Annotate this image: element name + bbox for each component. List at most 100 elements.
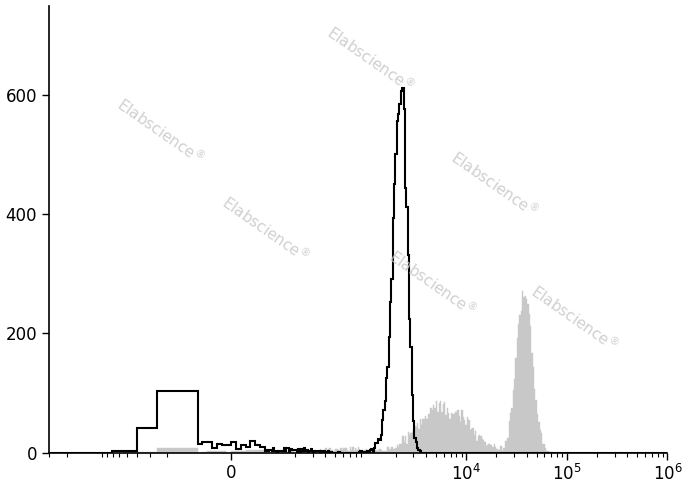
Bar (546, 451, 548, 453)
Bar (444, 402, 445, 453)
Bar (510, 413, 511, 453)
Bar (479, 435, 480, 453)
Bar (453, 415, 455, 453)
Bar (375, 449, 376, 453)
Bar (405, 437, 406, 453)
Bar (290, 451, 292, 453)
Bar (406, 444, 407, 453)
Bar (499, 449, 500, 453)
Bar (548, 451, 549, 453)
Bar (420, 419, 421, 453)
Bar (488, 443, 490, 453)
Bar (452, 414, 453, 453)
Bar (513, 390, 514, 453)
Bar (397, 445, 398, 453)
Text: Elabscience$^\circledR$: Elabscience$^\circledR$ (447, 147, 541, 221)
Bar (508, 421, 510, 453)
Bar (390, 449, 391, 453)
Bar (500, 446, 502, 453)
Bar (418, 429, 420, 453)
Text: Elabscience$^\circledR$: Elabscience$^\circledR$ (113, 94, 208, 168)
Bar (529, 314, 530, 453)
Bar (317, 451, 319, 453)
Bar (519, 315, 521, 453)
Bar (332, 449, 334, 453)
Bar (296, 451, 297, 453)
Bar (440, 401, 441, 453)
Bar (467, 417, 468, 453)
Bar (447, 408, 448, 453)
Text: Elabscience$^\circledR$: Elabscience$^\circledR$ (323, 22, 418, 96)
Bar (534, 389, 535, 453)
Bar (431, 408, 432, 453)
Bar (507, 438, 508, 453)
Bar (376, 451, 378, 453)
Bar (518, 324, 519, 453)
Bar (497, 449, 498, 453)
Bar (293, 451, 294, 453)
Bar (460, 421, 462, 453)
Bar (348, 451, 350, 453)
Bar (286, 452, 288, 453)
Bar (477, 436, 479, 453)
Bar (341, 449, 343, 453)
Bar (285, 451, 286, 453)
Bar (276, 452, 277, 453)
Bar (278, 451, 279, 453)
Bar (483, 440, 484, 453)
Bar (334, 451, 335, 453)
Bar (303, 452, 304, 453)
Bar (358, 447, 359, 453)
Bar (231, 451, 236, 453)
Bar (487, 445, 488, 453)
Bar (319, 451, 320, 453)
Bar (122, 452, 136, 453)
Bar (386, 451, 387, 453)
Bar (282, 452, 283, 453)
Bar (313, 451, 314, 453)
Bar (433, 405, 435, 453)
Bar (367, 451, 369, 453)
Bar (491, 445, 493, 453)
Bar (533, 368, 534, 453)
Bar (493, 447, 494, 453)
Bar (236, 451, 241, 453)
Bar (504, 441, 506, 453)
Bar (503, 448, 504, 453)
Bar (471, 429, 472, 453)
Bar (490, 445, 491, 453)
Bar (469, 430, 471, 453)
Bar (449, 419, 451, 453)
Bar (436, 401, 437, 453)
Bar (323, 451, 324, 453)
Bar (310, 451, 312, 453)
Bar (476, 441, 477, 453)
Bar (410, 434, 411, 453)
Bar (468, 420, 469, 453)
Bar (370, 450, 372, 453)
Bar (502, 451, 503, 453)
Bar (456, 412, 458, 453)
Bar (437, 412, 438, 453)
Bar (352, 447, 354, 453)
Bar (325, 448, 327, 453)
Bar (372, 452, 374, 453)
Bar (429, 414, 431, 453)
Bar (356, 449, 358, 453)
Bar (275, 452, 276, 453)
Bar (414, 426, 416, 453)
Bar (359, 449, 361, 453)
Bar (312, 452, 313, 453)
Bar (464, 420, 466, 453)
Bar (413, 430, 414, 453)
Bar (542, 443, 544, 453)
Bar (330, 448, 331, 453)
Bar (473, 435, 475, 453)
Bar (549, 452, 550, 453)
Bar (362, 449, 363, 453)
Bar (292, 451, 293, 453)
Bar (382, 451, 383, 453)
Bar (538, 422, 539, 453)
Bar (222, 451, 226, 453)
Bar (495, 447, 497, 453)
